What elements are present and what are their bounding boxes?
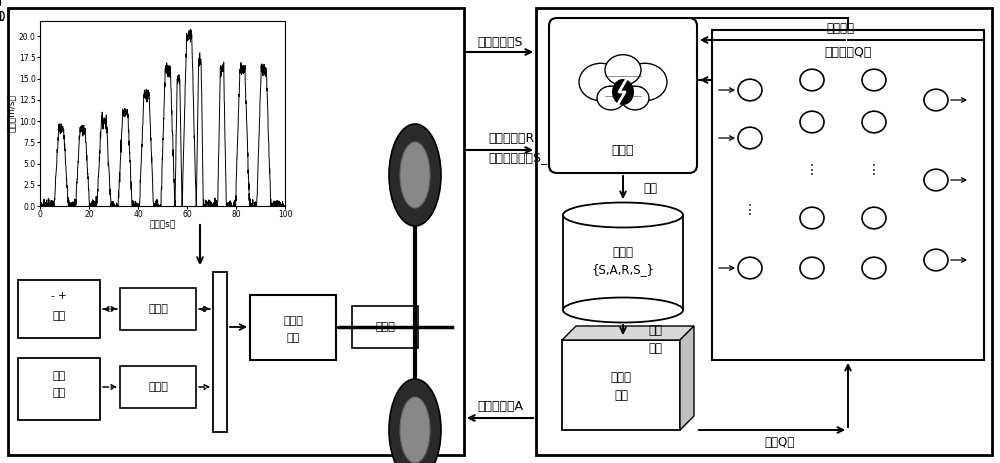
Text: ⋮: ⋮ bbox=[867, 163, 881, 177]
Bar bbox=[18, 280, 100, 338]
Text: 逆变器: 逆变器 bbox=[148, 382, 168, 392]
Ellipse shape bbox=[862, 69, 886, 91]
Text: 数据: 数据 bbox=[643, 181, 657, 194]
Text: 更新Q値: 更新Q値 bbox=[765, 437, 795, 450]
FancyBboxPatch shape bbox=[549, 18, 697, 173]
Text: 经验池: 经验池 bbox=[612, 245, 634, 258]
Ellipse shape bbox=[800, 69, 824, 91]
Text: 获得奖励：R: 获得奖励：R bbox=[488, 131, 534, 144]
Text: 智能体: 智能体 bbox=[612, 144, 634, 156]
Polygon shape bbox=[562, 326, 694, 340]
Ellipse shape bbox=[738, 127, 762, 149]
Text: ⋮: ⋮ bbox=[743, 203, 757, 217]
Text: 随机: 随机 bbox=[648, 324, 662, 337]
Ellipse shape bbox=[389, 124, 441, 226]
Bar bbox=[563, 215, 683, 310]
Text: 最小样: 最小样 bbox=[610, 371, 632, 384]
Text: 本数: 本数 bbox=[614, 389, 628, 402]
Text: ⋮: ⋮ bbox=[805, 163, 819, 177]
Ellipse shape bbox=[623, 63, 667, 100]
Ellipse shape bbox=[800, 207, 824, 229]
Bar bbox=[562, 340, 680, 430]
Ellipse shape bbox=[800, 257, 824, 279]
Bar bbox=[564, 213, 682, 223]
X-axis label: 时间（s）: 时间（s） bbox=[149, 220, 176, 230]
Ellipse shape bbox=[389, 379, 441, 463]
Polygon shape bbox=[680, 326, 694, 430]
Text: 逆变器: 逆变器 bbox=[283, 316, 303, 326]
Bar bbox=[120, 366, 196, 408]
Ellipse shape bbox=[924, 89, 948, 111]
Text: 减速器: 减速器 bbox=[375, 322, 395, 332]
Text: 贪婪策略: 贪婪策略 bbox=[826, 21, 854, 35]
Bar bbox=[250, 295, 336, 360]
Text: - +: - + bbox=[51, 291, 67, 301]
Text: 采取动作：A: 采取动作：A bbox=[477, 400, 523, 413]
Text: 电机: 电机 bbox=[286, 333, 300, 343]
Ellipse shape bbox=[563, 202, 683, 227]
Ellipse shape bbox=[738, 79, 762, 101]
Ellipse shape bbox=[800, 111, 824, 133]
Text: 逆变器: 逆变器 bbox=[148, 304, 168, 314]
Y-axis label: 速度（m/s）: 速度（m/s） bbox=[7, 94, 16, 132]
Ellipse shape bbox=[612, 79, 634, 105]
Text: 取样: 取样 bbox=[648, 342, 662, 355]
Ellipse shape bbox=[563, 298, 683, 323]
Bar bbox=[213, 272, 227, 432]
Ellipse shape bbox=[862, 111, 886, 133]
Bar bbox=[536, 8, 992, 455]
Text: 燃料: 燃料 bbox=[52, 371, 66, 381]
Text: {S,A,R,S_}: {S,A,R,S_} bbox=[592, 263, 654, 276]
Ellipse shape bbox=[924, 169, 948, 191]
Text: 电池: 电池 bbox=[52, 388, 66, 398]
Bar bbox=[18, 358, 100, 420]
Ellipse shape bbox=[738, 257, 762, 279]
Ellipse shape bbox=[924, 249, 948, 271]
Ellipse shape bbox=[862, 257, 886, 279]
Bar bbox=[120, 288, 196, 330]
Ellipse shape bbox=[621, 86, 649, 110]
Bar bbox=[8, 8, 464, 455]
Bar bbox=[352, 306, 418, 348]
Ellipse shape bbox=[579, 63, 623, 100]
Text: 下时刻状态：S_: 下时刻状态：S_ bbox=[488, 151, 547, 164]
Ellipse shape bbox=[862, 207, 886, 229]
Ellipse shape bbox=[605, 55, 641, 85]
Ellipse shape bbox=[400, 397, 430, 463]
Text: 更新目标Q値: 更新目标Q値 bbox=[824, 45, 872, 58]
Bar bbox=[712, 30, 984, 360]
Ellipse shape bbox=[400, 142, 430, 208]
Text: 电池: 电池 bbox=[52, 311, 66, 321]
Ellipse shape bbox=[597, 86, 625, 110]
Bar bbox=[576, 326, 694, 416]
Text: 当前状态：S: 当前状态：S bbox=[477, 36, 523, 49]
